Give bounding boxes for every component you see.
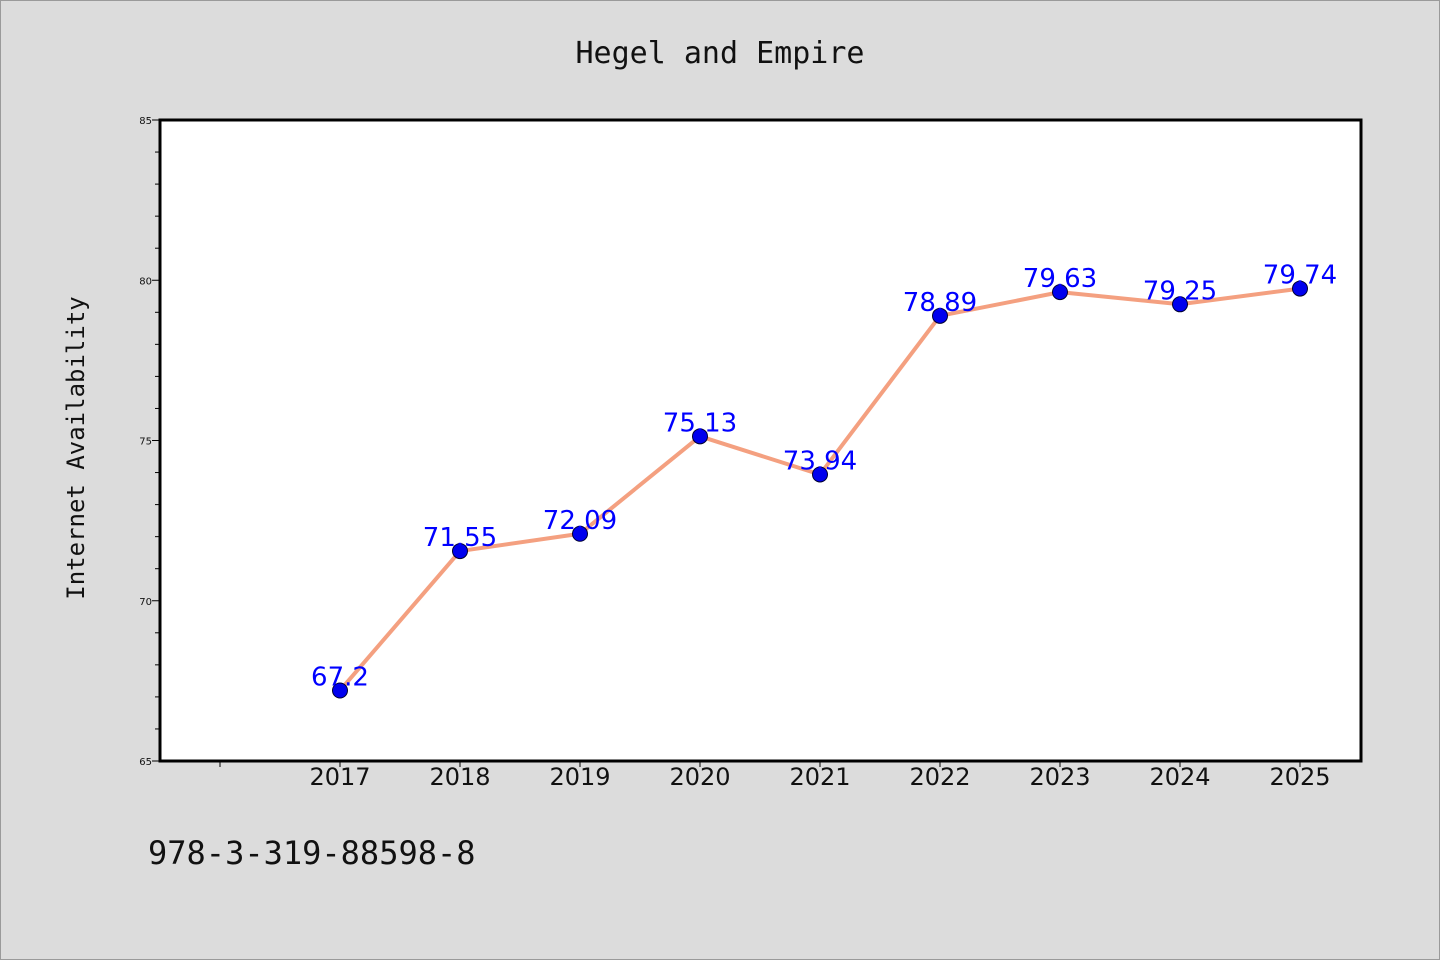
y-tick-label: 85 <box>139 116 152 127</box>
data-point <box>1052 284 1068 301</box>
data-point <box>932 307 948 324</box>
data-label: 79.25 <box>1143 276 1217 306</box>
y-tick-label: 75 <box>139 437 152 448</box>
chart-title: Hegel and Empire <box>576 36 865 71</box>
data-point <box>1292 280 1308 297</box>
plot-area <box>160 120 1361 761</box>
axis-ticks: 65 70 75 80 85 2017 2018 2019 2020 2021 2022 2023 20… <box>139 116 1330 791</box>
series-layer: 67.2 71.55 72.09 75.13 73.94 78.89 79.63 79.25 7… <box>311 261 1337 699</box>
y-tick-label: 65 <box>139 757 152 768</box>
y-tick-label: 80 <box>139 276 152 287</box>
data-label: 79.74 <box>1263 261 1337 291</box>
data-point <box>1172 296 1188 313</box>
x-tick-label: 2020 <box>669 763 730 791</box>
data-point <box>572 525 588 542</box>
data-label: 71.55 <box>423 523 497 553</box>
x-tick-label: 2018 <box>429 763 490 791</box>
x-tick-label: 2021 <box>789 763 850 791</box>
data-point <box>332 682 348 699</box>
x-tick-label: 2017 <box>309 763 370 791</box>
x-tick-label: 2022 <box>909 763 970 791</box>
x-tick-label: 2025 <box>1269 763 1330 791</box>
y-axis-label: Internet Availability <box>62 296 90 599</box>
y-tick-label: 70 <box>139 597 152 608</box>
data-point <box>692 428 708 445</box>
data-label: 79.63 <box>1023 264 1097 294</box>
data-label: 72.09 <box>543 506 617 536</box>
x-tick-label: 2024 <box>1149 763 1210 791</box>
data-label: 67.2 <box>311 662 369 692</box>
x-tick-label: 2023 <box>1029 763 1090 791</box>
data-label: 78.89 <box>903 288 977 318</box>
data-label: 75.13 <box>663 408 737 438</box>
data-point <box>812 466 828 483</box>
data-point <box>452 543 468 560</box>
isbn-code: 978-3-319-88598-8 <box>148 834 476 872</box>
x-tick-label: 2019 <box>549 763 610 791</box>
data-label: 73.94 <box>783 446 857 476</box>
plot-border <box>158 118 1363 763</box>
